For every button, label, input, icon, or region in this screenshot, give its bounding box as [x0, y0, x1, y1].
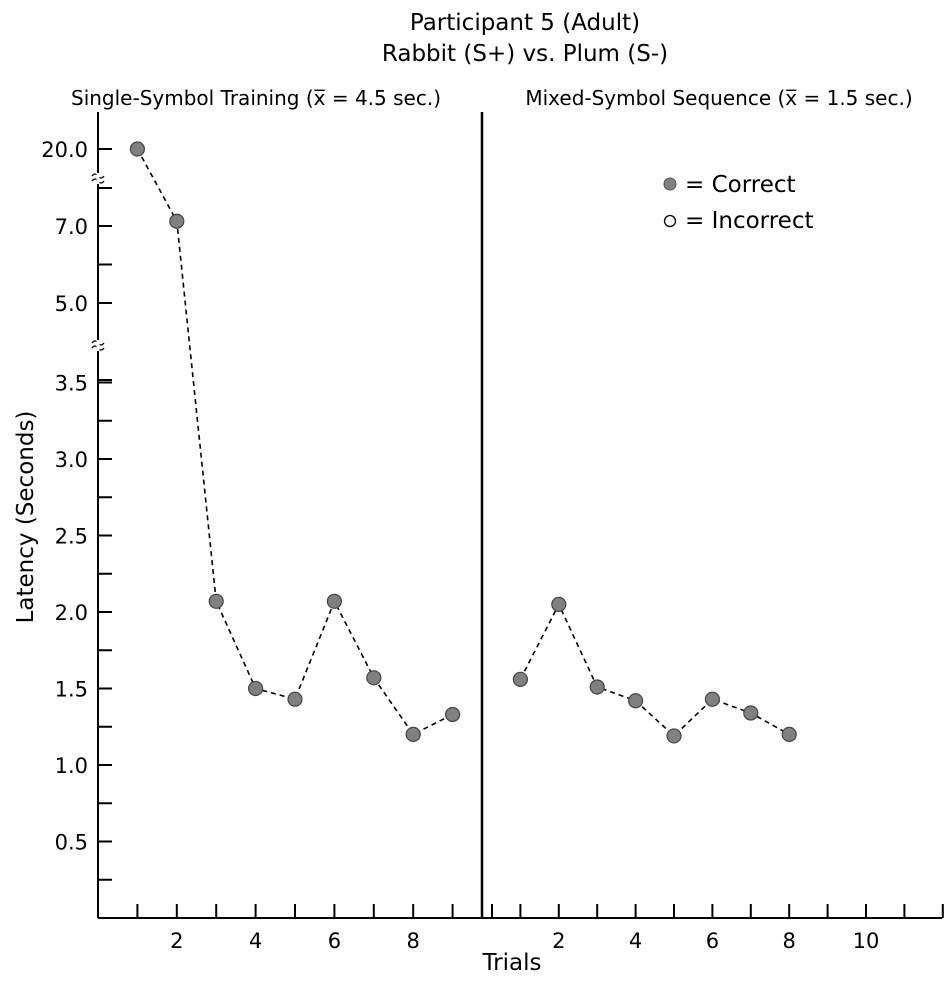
- axes: [91, 112, 942, 919]
- y-tick-label: 20.0: [41, 138, 88, 162]
- x-axis-label: Trials: [482, 950, 542, 976]
- y-axis-label: Latency (Seconds): [13, 411, 39, 624]
- x-tick-label: 8: [407, 929, 420, 953]
- legend-incorrect-marker: [663, 214, 677, 228]
- series-connector-line: [136, 148, 453, 736]
- x-tick-label: 4: [249, 929, 262, 953]
- y-tick-label: 3.5: [55, 372, 88, 396]
- x-tick-label: 6: [706, 929, 719, 953]
- x-tick-label: 6: [328, 929, 341, 953]
- data-point-correct: [326, 593, 342, 609]
- x-tick-label: 8: [783, 929, 796, 953]
- data-point-correct: [405, 726, 421, 743]
- x-tick-label: 10: [853, 929, 880, 953]
- data-point-correct: [129, 141, 145, 157]
- x-axis-ticks: 2 4 6 8 2 4 6 8 10: [136, 904, 944, 953]
- data-point-correct: [743, 705, 759, 721]
- y-axis-ticks: 0.5 1.0 1.5 2.0 2.5 3.0 3.5 5.0 7.0 20.0: [41, 138, 112, 881]
- legend-correct-marker: [663, 177, 677, 191]
- data-point-correct: [704, 691, 721, 707]
- data-point-correct: [248, 680, 264, 697]
- data-point-correct: [512, 671, 529, 687]
- data-point-correct: [287, 691, 303, 707]
- data-point-correct: [781, 726, 797, 743]
- y-tick-label: 0.5: [55, 831, 88, 855]
- data-point-correct: [666, 728, 682, 744]
- data-point-correct: [445, 706, 461, 723]
- axis-break-gap: [96, 173, 100, 184]
- data-point-correct: [627, 693, 644, 709]
- data-series: [129, 141, 797, 744]
- y-tick-label: 3.0: [55, 448, 88, 472]
- legend: = Correct = Incorrect: [663, 172, 813, 234]
- y-tick-label: 7.0: [55, 215, 88, 239]
- y-tick-label: 1.5: [55, 678, 88, 702]
- y-tick-label: 1.0: [55, 754, 88, 778]
- data-point-correct: [551, 596, 567, 612]
- data-point-correct: [208, 593, 224, 609]
- legend-correct-label: = Correct: [685, 172, 796, 198]
- axis-break-gap: [96, 340, 100, 351]
- panel-title-single-symbol: Single-Symbol Training (x̅ = 4.5 sec.): [71, 86, 441, 110]
- chart-title: Participant 5 (Adult): [410, 10, 640, 36]
- y-tick-label: 2.0: [55, 601, 88, 625]
- data-point-correct: [169, 213, 185, 229]
- y-tick-label: 5.0: [55, 292, 88, 316]
- legend-incorrect-label: = Incorrect: [685, 208, 813, 234]
- data-point-correct: [366, 670, 382, 686]
- panel-title-mixed-symbol: Mixed-Symbol Sequence (x̅ = 1.5 sec.): [525, 86, 912, 110]
- y-tick-label: 2.5: [55, 525, 88, 549]
- data-point-correct: [589, 679, 605, 695]
- x-tick-label: 2: [170, 929, 183, 953]
- x-tick-label: 4: [629, 929, 642, 953]
- chart-subtitle: Rabbit (S+) vs. Plum (S-): [382, 41, 668, 67]
- x-tick-label: 2: [552, 929, 565, 953]
